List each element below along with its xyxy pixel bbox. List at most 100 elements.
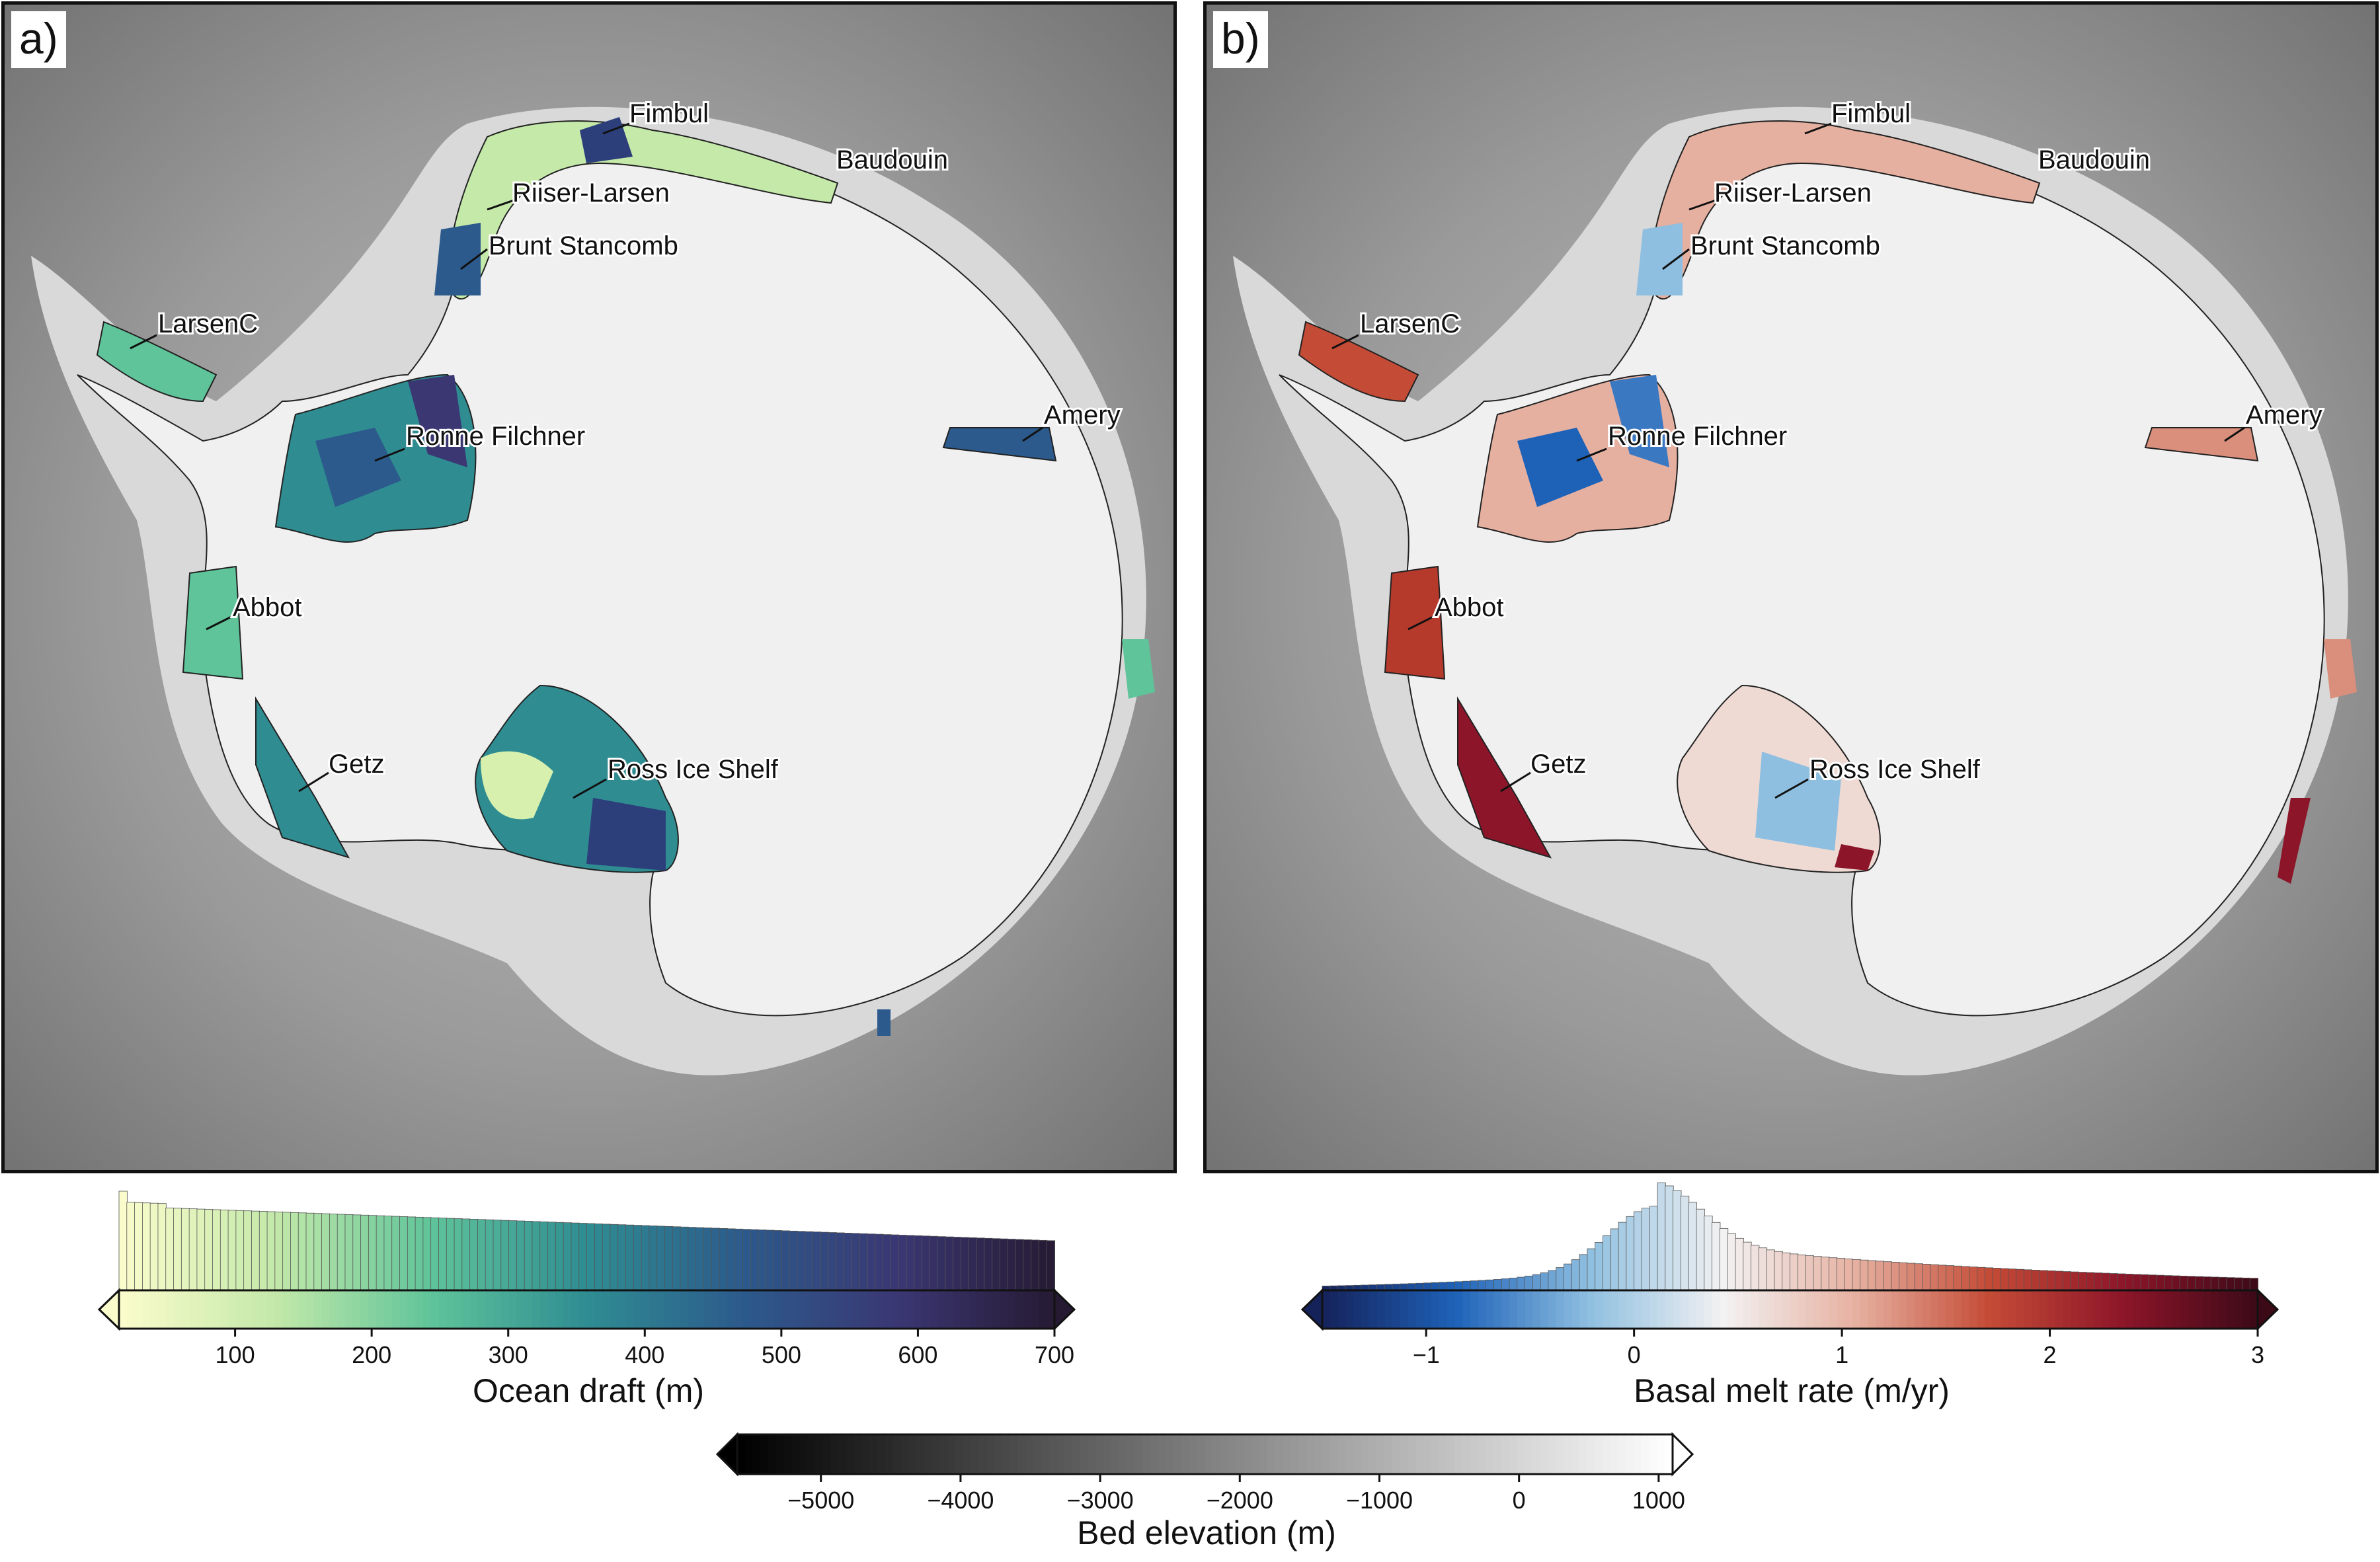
colorbar-segment: [469, 1290, 479, 1329]
histogram-bar: [204, 1209, 214, 1291]
colorbar-tick-label: 700: [1035, 1341, 1074, 1368]
colorbar-segment: [961, 1290, 969, 1329]
colorbar-segment: [994, 1434, 1003, 1474]
colorbar-segment: [2195, 1290, 2204, 1329]
ice-shelf-brunt-stancomb: [1636, 223, 1683, 295]
histogram-bar: [961, 1237, 970, 1291]
histogram-bar: [337, 1214, 346, 1291]
ice-shelf-larsenc: [96, 321, 218, 403]
colorbar-segment: [547, 1290, 556, 1329]
antarctica-continent: [1279, 141, 2325, 1017]
colorbar-segment: [446, 1290, 455, 1329]
colorbar-segment: [1064, 1434, 1073, 1474]
colorbar-tick-label: 600: [898, 1341, 937, 1368]
colorbar-segment: [1915, 1290, 1923, 1329]
colorbar-segment: [1579, 1434, 1587, 1474]
label-fimbul: Fimbul: [629, 99, 709, 128]
colorbar-segment: [1587, 1434, 1595, 1474]
histogram-bar: [2039, 1270, 2048, 1291]
colorbar-segment: [1259, 1434, 1268, 1474]
colorbar-segment: [1618, 1290, 1627, 1329]
histogram-bar: [586, 1223, 596, 1291]
colorbar-segment: [1602, 1434, 1611, 1474]
colorbar-tick-label: 400: [625, 1341, 664, 1368]
colorbar-tick-label: 3: [2251, 1341, 2264, 1368]
histogram-bar: [290, 1212, 299, 1291]
colorbar-segment: [243, 1290, 253, 1329]
colorbar-segment: [352, 1290, 362, 1329]
colorbar-segment: [524, 1290, 533, 1329]
histogram-bar: [1883, 1261, 1892, 1291]
colorbar-segment: [119, 1290, 128, 1329]
colorbar-segment: [1743, 1290, 1752, 1329]
colorbar-segment: [1509, 1434, 1517, 1474]
colorbar-segment: [971, 1434, 980, 1474]
colorbar-segment: [1579, 1290, 1588, 1329]
histogram-bar: [898, 1235, 907, 1291]
ice-shelf-brunt-stancomb: [434, 223, 481, 295]
histogram-bar: [563, 1222, 572, 1291]
histogram-bar: [1673, 1190, 1682, 1291]
histogram-bar: [1719, 1228, 1729, 1291]
colorbar-segment: [1610, 1434, 1619, 1474]
ice-shelf-ross-shallow: [481, 751, 553, 820]
histogram-bar: [2086, 1272, 2095, 1291]
colorbar-segment: [2242, 1290, 2250, 1329]
antarctica-continent: [77, 141, 1123, 1017]
colorbar-segment: [1376, 1434, 1385, 1474]
colorbar-segment: [734, 1290, 743, 1329]
colorbar-segment: [1400, 1434, 1408, 1474]
colorbar-segment: [1039, 1290, 1047, 1329]
ice-shelf-amery: [942, 427, 1057, 462]
histogram-bar: [992, 1238, 1001, 1291]
histogram-bar: [1696, 1208, 1705, 1291]
colorbar-segment: [555, 1290, 564, 1329]
histogram-bar: [867, 1233, 876, 1291]
colorbar-segment: [1470, 1434, 1478, 1474]
histogram-bar: [1642, 1208, 1651, 1291]
colorbar-segment: [500, 1290, 510, 1329]
colorbar-segment: [251, 1290, 260, 1329]
colorbar-segment: [711, 1290, 720, 1329]
histogram-bar: [2016, 1269, 2025, 1291]
colorbar-segment: [1556, 1434, 1564, 1474]
histogram-bar: [2047, 1270, 2056, 1291]
colorbar-segment: [1595, 1434, 1603, 1474]
histogram-bar: [1564, 1263, 1573, 1291]
histogram-bar: [766, 1230, 775, 1291]
colorbar-segment: [937, 1290, 946, 1329]
colorbar-segment: [1501, 1434, 1509, 1474]
histogram-bar: [1704, 1216, 1713, 1291]
colorbar-segment: [791, 1434, 800, 1474]
colorbar-ocean-draft-title: Ocean draft (m): [472, 1372, 705, 1409]
histogram-bar: [2117, 1273, 2126, 1291]
colorbar-segment: [1298, 1434, 1307, 1474]
histogram-bar: [235, 1210, 245, 1291]
histogram-bar: [1681, 1195, 1690, 1291]
histogram-bar: [141, 1202, 151, 1291]
colorbar-segment: [2024, 1290, 2032, 1329]
colorbar-segment: [1587, 1290, 1596, 1329]
colorbar-segment: [875, 1290, 884, 1329]
histogram-bar: [321, 1213, 331, 1291]
histogram-bar: [1462, 1280, 1472, 1291]
colorbar-segment: [680, 1290, 689, 1329]
label-ross-ice-shelf: Ross Ice Shelf: [608, 755, 779, 784]
histogram-bar: [2078, 1272, 2087, 1291]
histogram-bar: [1478, 1280, 1487, 1291]
histogram-bar: [1439, 1282, 1448, 1291]
colorbar-segment: [493, 1290, 502, 1329]
colorbar-tick-label: −4000: [927, 1487, 994, 1514]
colorbar-basal-melt-rate-title: Basal melt rate (m/yr): [1634, 1372, 1950, 1409]
histogram-bar: [578, 1223, 588, 1291]
ice-shelf-abbot: [1384, 565, 1446, 680]
histogram-bar: [516, 1220, 526, 1291]
colorbar-segment: [797, 1290, 806, 1329]
histogram-bar: [968, 1237, 978, 1291]
colorbar-segment: [1657, 1290, 1666, 1329]
histogram-bar: [360, 1214, 370, 1291]
colorbar-segment: [1173, 1434, 1182, 1474]
colorbar-segment: [306, 1290, 315, 1329]
colorbar-segment: [969, 1290, 977, 1329]
histogram-bar: [797, 1231, 806, 1291]
